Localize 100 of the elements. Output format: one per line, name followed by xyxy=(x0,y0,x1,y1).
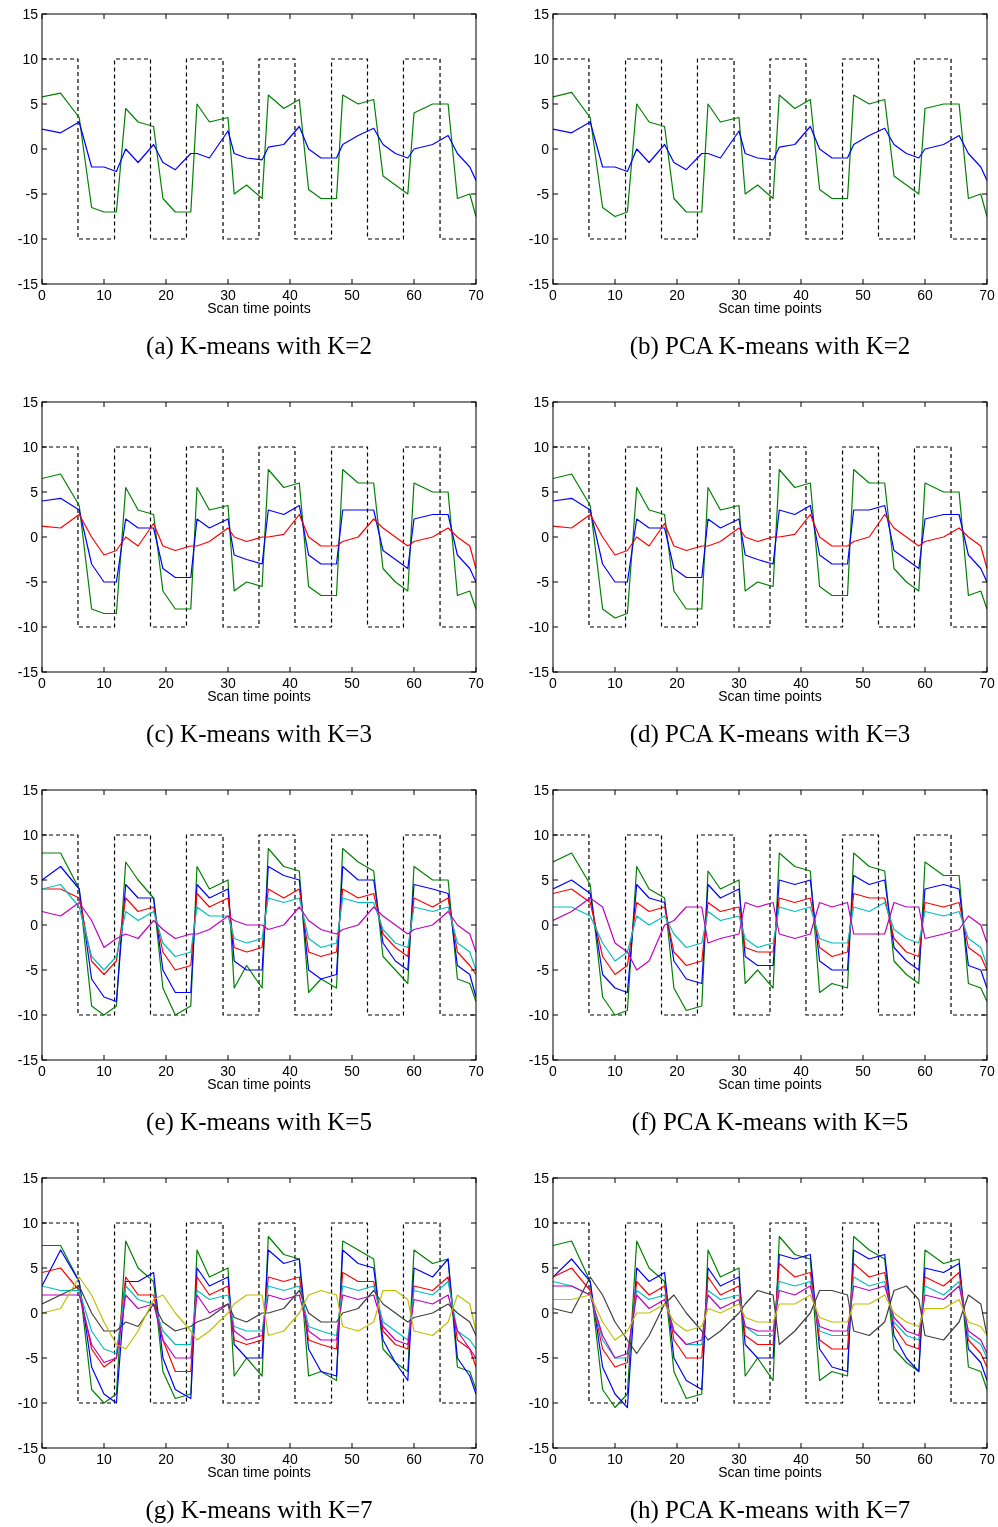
y-tick-label: -15 xyxy=(528,1051,550,1068)
x-tick-label: 50 xyxy=(344,1063,360,1079)
y-tick-label: 5 xyxy=(541,95,550,112)
y-tick-label: 15 xyxy=(533,781,550,798)
text: (e) K-means with K=5 xyxy=(146,1108,372,1136)
x-tick-label: 20 xyxy=(669,287,685,303)
x-tick-label: 60 xyxy=(917,675,933,691)
x-tick-label: 70 xyxy=(468,1063,484,1079)
line-series xyxy=(42,1294,476,1364)
text: (g) K-means with K=7 xyxy=(145,1496,373,1524)
x-axis-title: Scan time points xyxy=(718,688,822,704)
x-tick-label: 30 xyxy=(220,675,236,691)
text: (a) K-means with K=2 xyxy=(146,332,372,360)
x-tick-label: 60 xyxy=(406,1451,422,1467)
x-tick-label: 30 xyxy=(731,1063,747,1079)
x-tick-label: 40 xyxy=(793,675,809,691)
text: (b) PCA K-means with K=2 xyxy=(629,332,911,360)
x-tick-label: 70 xyxy=(979,1063,995,1079)
x-tick-label: 50 xyxy=(855,287,871,303)
y-tick-label: 15 xyxy=(533,393,550,410)
x-tick-label: 30 xyxy=(731,675,747,691)
x-tick-label: 50 xyxy=(344,1451,360,1467)
y-tick-label: 15 xyxy=(22,781,39,798)
y-tick-label: -5 xyxy=(25,961,39,978)
x-tick-label: 50 xyxy=(344,287,360,303)
y-tick-label: 15 xyxy=(22,1169,39,1186)
line-series xyxy=(553,121,987,182)
x-tick-label: 60 xyxy=(406,675,422,691)
y-tick-label: 0 xyxy=(541,916,550,933)
y-tick-label: -10 xyxy=(528,1394,550,1411)
x-tick-label: 40 xyxy=(793,1063,809,1079)
x-tick-label: 30 xyxy=(220,1451,236,1467)
y-tick-label: 5 xyxy=(30,95,39,112)
y-tick-label: -10 xyxy=(17,618,39,635)
y-tick-label: -10 xyxy=(528,1006,550,1023)
x-tick-label: 60 xyxy=(917,287,933,303)
y-tick-label: 15 xyxy=(533,1169,550,1186)
x-axis-title: Scan time points xyxy=(718,1464,822,1480)
y-tick-label: 0 xyxy=(541,528,550,545)
x-tick-label: 30 xyxy=(220,287,236,303)
y-tick-label: 10 xyxy=(533,50,550,67)
x-tick-label: 20 xyxy=(158,287,174,303)
y-tick-label: -10 xyxy=(17,1394,39,1411)
y-tick-label: 5 xyxy=(541,1259,550,1276)
x-tick-label: 40 xyxy=(282,1063,298,1079)
y-tick-label: 5 xyxy=(30,871,39,888)
y-tick-label: 5 xyxy=(541,483,550,500)
x-tick-label: 30 xyxy=(731,287,747,303)
y-tick-label: 0 xyxy=(541,140,550,157)
x-tick-label: 60 xyxy=(406,1063,422,1079)
x-tick-label: 70 xyxy=(979,1451,995,1467)
x-tick-label: 10 xyxy=(607,1451,623,1467)
x-axis-title: Scan time points xyxy=(207,1464,311,1480)
line-series xyxy=(553,1294,987,1341)
y-tick-label: -15 xyxy=(17,1051,39,1068)
y-tick-label: -15 xyxy=(17,663,39,680)
x-tick-label: 20 xyxy=(158,675,174,691)
line-series xyxy=(553,888,987,976)
line-series xyxy=(553,91,987,218)
y-tick-label: 15 xyxy=(22,393,39,410)
y-tick-label: 5 xyxy=(30,1259,39,1276)
x-tick-label: 60 xyxy=(917,1063,933,1079)
x-tick-label: 50 xyxy=(855,1063,871,1079)
x-tick-label: 10 xyxy=(96,287,112,303)
x-tick-label: 60 xyxy=(917,1451,933,1467)
y-tick-label: 10 xyxy=(22,1214,39,1231)
y-tick-label: 10 xyxy=(22,438,39,455)
y-tick-label: 0 xyxy=(30,916,39,933)
x-tick-label: 10 xyxy=(607,1063,623,1079)
line-series xyxy=(553,497,987,583)
y-tick-label: 10 xyxy=(22,50,39,67)
y-tick-label: -15 xyxy=(528,1439,550,1456)
y-tick-label: 0 xyxy=(541,1304,550,1321)
y-tick-label: -15 xyxy=(17,275,39,292)
y-tick-label: -15 xyxy=(528,275,550,292)
line-series xyxy=(553,874,987,994)
y-tick-label: -5 xyxy=(25,573,39,590)
y-tick-label: -5 xyxy=(536,185,550,202)
y-tick-label: 10 xyxy=(533,438,550,455)
x-axis-title: Scan time points xyxy=(718,300,822,316)
x-tick-label: 40 xyxy=(282,287,298,303)
x-tick-label: 50 xyxy=(855,1451,871,1467)
line-series xyxy=(42,121,476,182)
x-tick-label: 20 xyxy=(669,675,685,691)
text: (f) PCA K-means with K=5 xyxy=(631,1108,909,1136)
x-tick-label: 20 xyxy=(158,1451,174,1467)
y-tick-label: 10 xyxy=(22,826,39,843)
x-tick-label: 40 xyxy=(282,1451,298,1467)
y-tick-label: -15 xyxy=(17,1439,39,1456)
x-tick-label: 10 xyxy=(96,1451,112,1467)
y-tick-label: -10 xyxy=(528,230,550,247)
line-series xyxy=(553,468,987,619)
y-tick-label: -5 xyxy=(25,1349,39,1366)
y-tick-label: -5 xyxy=(536,573,550,590)
line-series xyxy=(42,865,476,1003)
y-tick-label: 5 xyxy=(30,483,39,500)
x-tick-label: 40 xyxy=(793,1451,809,1467)
y-tick-label: 0 xyxy=(30,1304,39,1321)
y-tick-label: 0 xyxy=(30,528,39,545)
x-tick-label: 50 xyxy=(344,675,360,691)
